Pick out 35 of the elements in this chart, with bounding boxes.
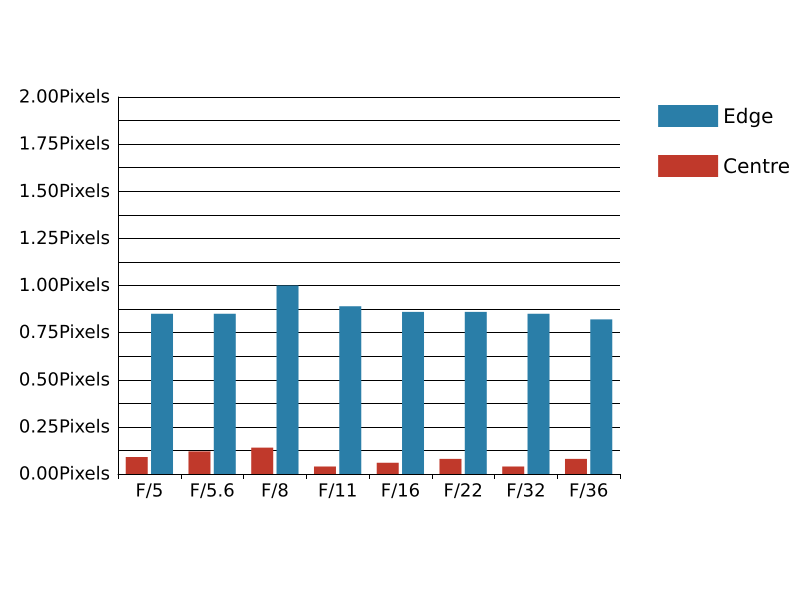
bar: [590, 319, 612, 474]
bar: [528, 314, 550, 474]
legend-label: Edge: [723, 104, 774, 128]
y-tick-label: 0.00Pixels: [18, 464, 110, 484]
y-tick-label: 0.50Pixels: [18, 369, 110, 390]
bar: [439, 458, 462, 474]
bar: [464, 312, 487, 474]
x-tick-label: F/32: [506, 480, 546, 502]
bar: [339, 306, 362, 474]
y-tick-label: 0.25Pixels: [18, 416, 110, 438]
bar: [251, 448, 274, 474]
bar: [214, 314, 236, 474]
bar: [188, 451, 210, 474]
x-tick-label: F/8: [260, 480, 289, 502]
bar: [276, 286, 299, 474]
x-tick-label: F/5.6: [190, 480, 235, 502]
y-tick-label: 1.00Pixels: [18, 275, 110, 296]
bar: [314, 466, 336, 474]
y-tick-label: 0.75Pixels: [18, 322, 110, 344]
bar: [402, 312, 424, 474]
bar: [564, 458, 587, 474]
bar: [502, 466, 524, 474]
x-tick-label: F/22: [443, 480, 483, 502]
y-tick-label: 1.75Pixels: [18, 134, 110, 155]
x-tick-label: F/36: [568, 480, 608, 502]
y-tick-label: 1.50Pixels: [18, 180, 110, 202]
y-tick-label: 2.00Pixels: [18, 86, 110, 108]
bar: [126, 457, 148, 474]
bar: [151, 314, 174, 474]
x-tick-label: F/5: [135, 480, 164, 502]
x-tick-label: F/11: [318, 480, 358, 502]
y-tick-label: 1.25Pixels: [18, 228, 110, 249]
legend-label: Centre: [723, 154, 790, 178]
x-tick-label: F/16: [380, 480, 420, 502]
bar: [376, 462, 399, 474]
